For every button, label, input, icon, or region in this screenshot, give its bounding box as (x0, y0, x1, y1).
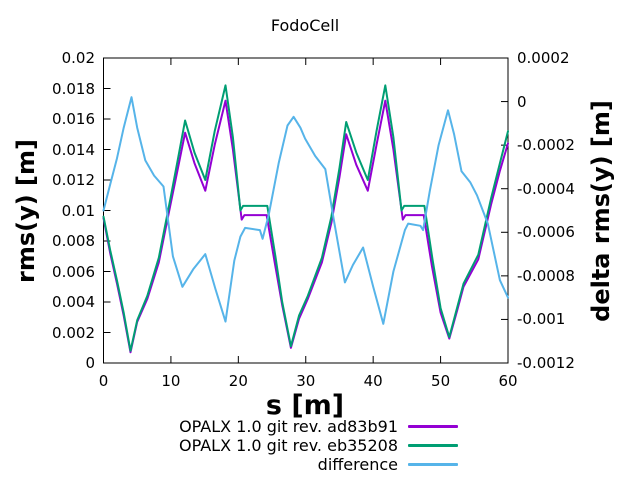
y-left-tick-label: 0.016 (52, 110, 95, 128)
y-left-tick-label: 0.006 (52, 262, 95, 281)
y-left-tick-label: 0.02 (61, 49, 95, 67)
x-tick-label: 20 (228, 372, 248, 390)
y-left-tick-label: 0.004 (52, 293, 95, 311)
x-tick-label: 60 (498, 372, 518, 390)
legend-label: OPALX 1.0 git rev. eb35208 (179, 436, 398, 455)
y-right-tick-label: -0.0006 (517, 223, 575, 242)
y-right-tick-label: -0.0004 (517, 179, 575, 198)
y-left-tick-label: 0.002 (52, 323, 95, 342)
series-line-1 (102, 84, 509, 352)
y-right-tick-label: -0.0002 (517, 136, 575, 155)
legend: OPALX 1.0 git rev. ad83b91 OPALX 1.0 git… (179, 417, 458, 474)
y-left-tick-label: 0.012 (52, 171, 95, 189)
y-left-tick-label: 0 (85, 354, 95, 372)
legend-item: OPALX 1.0 git rev. ad83b91 (179, 417, 458, 436)
legend-item: difference (179, 455, 458, 474)
legend-line-sample (408, 425, 458, 428)
y-right-tick-label: -0.0012 (517, 354, 575, 372)
y-left-tick-label: 0.008 (52, 232, 95, 250)
y-right-tick-label: 0 (517, 92, 527, 111)
legend-line-sample (408, 463, 458, 466)
legend-label: OPALX 1.0 git rev. ad83b91 (179, 417, 398, 436)
legend-item: OPALX 1.0 git rev. eb35208 (179, 436, 458, 455)
plot-border (103, 57, 509, 364)
x-tick-label: 50 (431, 372, 451, 390)
legend-label: difference (317, 455, 398, 474)
y-right-tick-label: -0.001 (517, 310, 566, 329)
x-tick-label: 10 (161, 372, 181, 390)
x-tick-label: 30 (296, 372, 316, 390)
series-line-2 (102, 96, 509, 325)
y-right-tick-label: -0.0008 (517, 266, 575, 285)
y-left-tick-label: 0.01 (61, 201, 95, 220)
chart-title: FodoCell (270, 16, 340, 35)
x-tick-label: 40 (363, 372, 383, 390)
y-left-tick-label: 0.014 (52, 140, 95, 159)
y-right-tick-label: 0.0002 (517, 49, 570, 67)
legend-line-sample (408, 444, 458, 447)
y-left-tick-label: 0.018 (52, 79, 95, 98)
x-tick-label: 0 (98, 372, 109, 390)
x-axis-label: s [m] (265, 390, 345, 421)
